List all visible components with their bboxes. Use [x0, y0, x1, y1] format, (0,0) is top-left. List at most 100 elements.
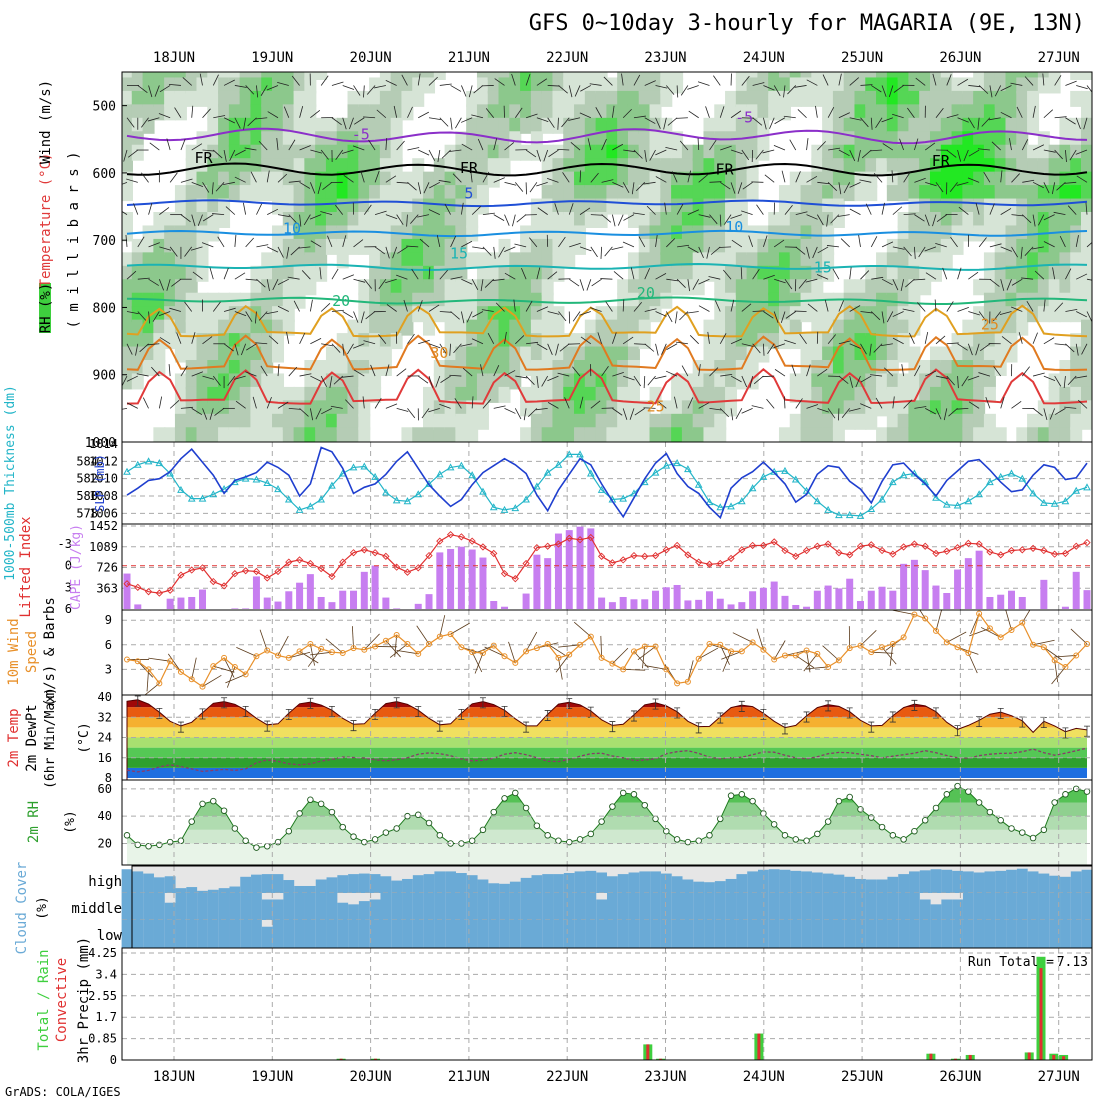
wind-barb [860, 630, 877, 646]
cloud-bar [1016, 920, 1028, 948]
wind-barb [774, 369, 786, 377]
rh-cell [800, 185, 813, 202]
rh-cell [563, 104, 576, 121]
rh-cell [994, 360, 1007, 376]
lifted-point [856, 542, 865, 550]
wind-barb [385, 278, 397, 284]
cape-bar [414, 603, 422, 609]
rh-cell [843, 413, 856, 430]
wind-barb [158, 279, 165, 291]
rh-cell [886, 252, 899, 269]
rh-cell [185, 198, 198, 215]
wind-barb [482, 212, 495, 216]
rh-cell [1016, 212, 1029, 228]
rh-cell [131, 265, 144, 282]
rh-cell [962, 90, 975, 107]
cape-bar [954, 569, 962, 609]
rh-cell [1070, 306, 1083, 323]
wind-barb [223, 181, 235, 186]
rh-cell [228, 319, 241, 336]
wind-barb [979, 343, 991, 352]
rh-cell [994, 144, 1007, 161]
rh-cell [530, 319, 543, 336]
cloud-bar [855, 878, 866, 893]
wind-barb [504, 408, 516, 414]
precip-conv-bar [968, 1054, 972, 1060]
wind-barb [374, 170, 380, 183]
wind-barb [865, 203, 872, 215]
wind-barb [256, 278, 266, 288]
rh-cell [886, 104, 899, 121]
rh-cell [122, 279, 133, 296]
wind-barb [214, 408, 225, 416]
rh-cell [940, 427, 953, 442]
cape-bar [1018, 596, 1026, 609]
rh-cell [185, 90, 198, 107]
rh-cell [509, 252, 522, 269]
rh-cell [466, 252, 479, 269]
rh-point [975, 799, 983, 806]
wind-barb [184, 246, 193, 257]
rh-cell [563, 72, 576, 80]
wind-barb [671, 171, 678, 183]
cloud-bar [326, 920, 338, 948]
rh-cell [811, 185, 824, 202]
wind-barb [191, 371, 204, 377]
cloud-bar [1081, 869, 1093, 893]
wind-barb [629, 408, 635, 420]
wind-barb [764, 174, 775, 183]
rh-cell [811, 306, 824, 323]
day-label-bottom: 21JUN [448, 1069, 490, 1085]
thickness-point [684, 465, 692, 473]
rh-cell [649, 413, 662, 430]
rh-cell [164, 265, 177, 282]
chart-title: GFS 0~10day 3-hourly for MAGARIA (9E, 13… [529, 11, 1085, 36]
rh-cell [929, 117, 942, 134]
rh-point [663, 827, 670, 835]
wind-barb [466, 311, 473, 323]
rh-cell [218, 131, 231, 148]
rh-point [123, 832, 131, 839]
rh-cell [865, 90, 878, 107]
wind-barb [720, 145, 732, 151]
cape-bar [749, 591, 757, 609]
contour-label: 30 [430, 344, 448, 362]
thickness-point [328, 481, 336, 489]
rh-cell [563, 198, 576, 215]
cloud-bar [865, 893, 877, 920]
rh-point [630, 791, 638, 798]
wind-barb [977, 148, 990, 151]
cloud-bar [1027, 871, 1039, 893]
rh-cell [768, 333, 781, 350]
rh-cell [164, 72, 177, 80]
wind-barb [698, 214, 711, 218]
wind-barb [159, 207, 170, 215]
wind-barb [860, 270, 870, 280]
cloud-bar [930, 869, 942, 893]
rh-cell [552, 265, 565, 282]
wind-barb [579, 246, 592, 252]
rh-cell [1027, 117, 1040, 134]
rh-cell [466, 386, 479, 403]
day-label-top: 27JUN [1038, 50, 1080, 66]
rh-cell [627, 306, 640, 323]
wind-barb [562, 172, 570, 183]
wind-barb [967, 177, 980, 183]
wind-barb [1081, 343, 1088, 355]
cloud-level-label: middle [71, 901, 122, 917]
cloud-bar [563, 920, 575, 948]
rh-cell [455, 212, 468, 228]
thickness-point [479, 487, 487, 495]
cape-bar [134, 604, 142, 609]
thickness-point [586, 469, 595, 477]
rh-cell [789, 306, 802, 323]
wind-point [458, 644, 465, 651]
rh-cell [1048, 265, 1061, 282]
rh-cell [315, 72, 328, 80]
rh-cell [218, 198, 231, 215]
rh-cell [876, 72, 889, 80]
cloud-bar [693, 920, 705, 948]
wind-barb [710, 246, 721, 255]
rh-cell [1059, 117, 1072, 134]
minmax-bar [544, 710, 551, 721]
